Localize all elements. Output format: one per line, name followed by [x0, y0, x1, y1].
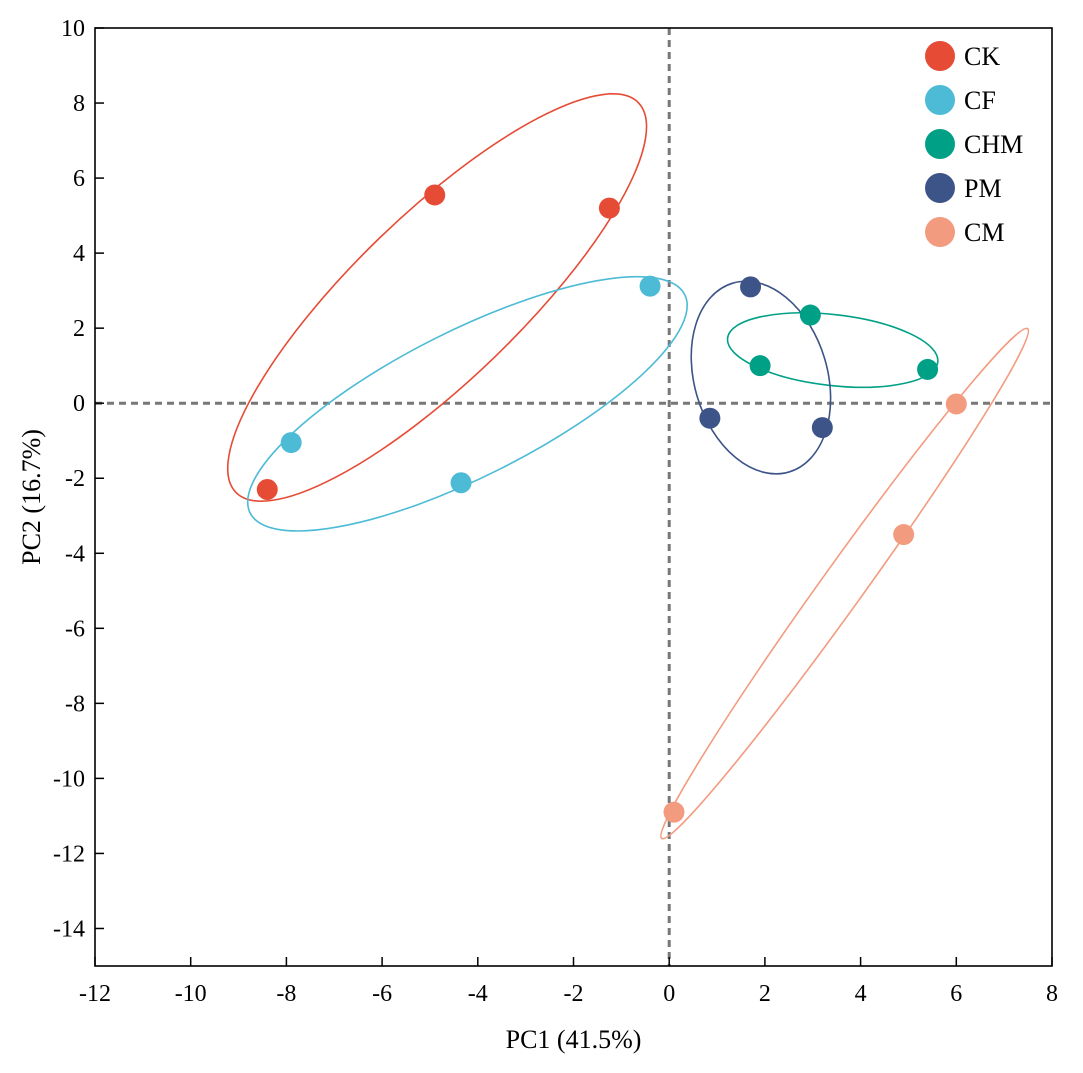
legend: CK CF CHM PM CM: [925, 41, 1023, 247]
point-pm: [699, 407, 721, 429]
x-tick-label: -4: [468, 981, 488, 1007]
reference-lines: [95, 28, 1052, 966]
point-ck: [424, 184, 446, 206]
y-tick-label: -10: [53, 766, 85, 792]
legend-marker-cf: [925, 85, 955, 115]
y-tick-label: -12: [53, 841, 85, 867]
legend-label-pm: PM: [964, 174, 1002, 203]
point-cf: [280, 432, 302, 454]
plot-frame: [94, 27, 1053, 967]
ellipse-cf: [246, 275, 688, 532]
ellipse-chm: [726, 312, 939, 389]
legend-marker-pm: [925, 173, 955, 203]
x-tick-label: -10: [175, 981, 207, 1007]
x-tick-label: -2: [564, 981, 584, 1007]
y-axis-title: PC2 (16.7%): [17, 429, 46, 565]
point-chm: [799, 304, 821, 326]
point-cm: [663, 801, 685, 823]
ellipse-ck: [226, 93, 648, 502]
point-cf: [450, 472, 472, 494]
point-pm: [740, 276, 762, 298]
point-cm: [893, 524, 915, 546]
x-tick-label: 8: [1046, 981, 1058, 1007]
x-axis-title: PC1 (41.5%): [506, 1025, 642, 1054]
y-tick-label: 6: [73, 166, 85, 192]
legend-label-ck: CK: [964, 42, 1000, 71]
point-cf: [639, 275, 661, 297]
point-chm: [917, 358, 939, 380]
y-tick-label: -8: [65, 691, 85, 717]
legend-marker-chm: [925, 129, 955, 159]
y-tick-label: 2: [73, 316, 85, 342]
y-tick-label: -6: [65, 616, 85, 642]
y-tick-label: -4: [65, 541, 85, 567]
y-tick-label: 8: [73, 91, 85, 117]
ellipse-cm: [660, 327, 1030, 840]
point-ck: [598, 197, 620, 219]
y-tick-label: 10: [61, 16, 85, 42]
legend-marker-ck: [925, 41, 955, 71]
legend-label-chm: CHM: [964, 130, 1023, 159]
data-points: [256, 184, 967, 823]
x-tick-label: 2: [759, 981, 771, 1007]
y-tick-label: -2: [65, 466, 85, 492]
confidence-ellipses: [226, 93, 1030, 840]
y-tick-label: 0: [73, 391, 85, 417]
y-tick-label: 4: [73, 241, 85, 267]
ellipse-pm: [690, 280, 832, 475]
legend-label-cm: CM: [964, 218, 1004, 247]
x-tick-label: 4: [855, 981, 867, 1007]
x-tick-label: -12: [79, 981, 111, 1007]
point-cm: [945, 393, 967, 415]
x-tick-label: 6: [950, 981, 962, 1007]
legend-label-cf: CF: [964, 86, 996, 115]
x-tick-label: -6: [372, 981, 392, 1007]
x-tick-label: -8: [276, 981, 296, 1007]
point-ck: [256, 478, 278, 500]
axis-ticks: -12 -10 -8 -6 -4 -2 0 2 4 6 8 10 8 6 4 2 0 -2 -4 -6 -8 -10 -12…: [53, 16, 1058, 1007]
point-chm: [749, 355, 771, 377]
point-pm: [811, 417, 833, 439]
y-tick-label: -14: [53, 916, 85, 942]
x-tick-label: 0: [663, 981, 675, 1007]
legend-marker-cm: [925, 217, 955, 247]
